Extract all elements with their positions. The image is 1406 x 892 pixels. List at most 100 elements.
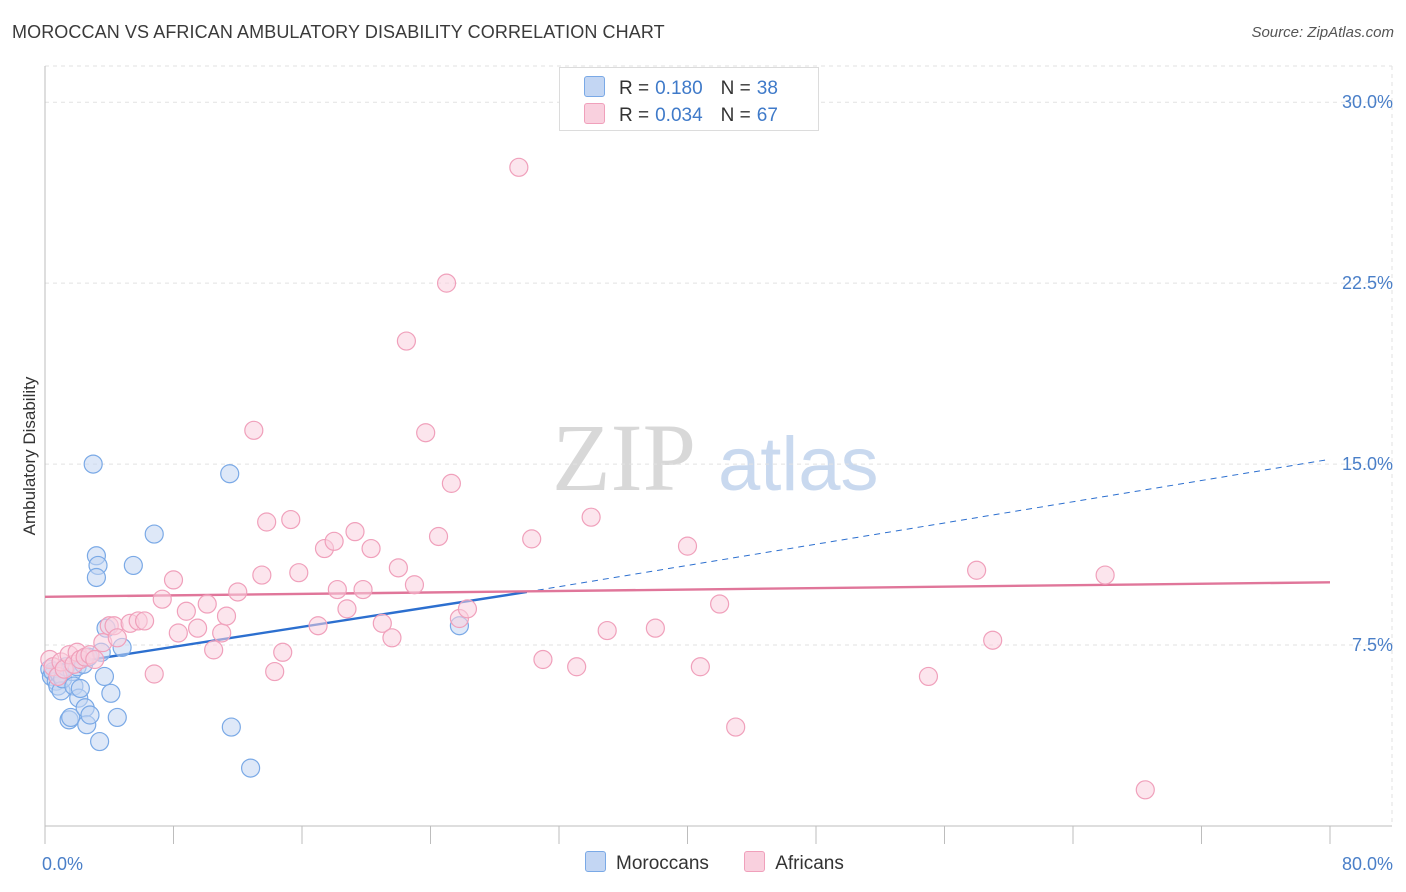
legend-swatch-africans [584,103,605,124]
y-tick-labels: 7.5% 15.0% 22.5% 30.0% [1342,92,1393,655]
point-africans [533,649,553,670]
legend-n-value: 67 [756,105,778,126]
point-africans [645,618,665,638]
correlation-legend: R = 0.180 N = 38 R = 0.034 N = 67 [559,67,819,131]
legend-r-label: R = [619,105,650,126]
point-africans [428,526,449,547]
series-swatch-africans [744,851,766,872]
point-moroccans [144,524,164,544]
point-moroccans [70,678,90,699]
point-africans [457,599,478,619]
trend-line-africans [44,581,1331,598]
legend-n-value: 38 [756,78,778,99]
point-africans [677,536,698,556]
point-africans [1135,780,1155,800]
legend-r-value: 0.034 [655,105,703,126]
point-moroccans [80,705,100,725]
point-moroccans [241,758,261,778]
point-moroccans [86,567,107,588]
legend-n-label: N = [720,78,751,99]
point-africans [204,640,224,660]
chart-title: MOROCCAN VS AFRICAN AMBULATORY DISABILIT… [12,22,665,42]
series-legend-moroccans[interactable]: Moroccans [585,851,709,875]
point-moroccans [94,666,115,687]
y-tick-label: 22.5% [1342,273,1393,293]
legend-n-label: N = [720,105,751,126]
point-africans [597,620,617,641]
axes [44,66,1392,844]
trend-line-extension-moroccans [526,458,1331,593]
legend-row-moroccans: R = 0.180 N = 38 [584,76,778,102]
point-africans [244,420,264,440]
y-tick-label: 15.0% [1342,454,1393,474]
point-moroccans [220,464,240,484]
series-swatch-moroccans [585,851,606,872]
point-africans [281,509,301,530]
point-africans [168,623,188,643]
point-moroccans [61,707,81,728]
point-africans [983,630,1003,650]
point-africans [257,512,277,532]
point-africans [567,657,587,677]
point-africans [436,273,457,293]
y-tick-label: 7.5% [1352,635,1393,655]
point-moroccans [83,454,103,474]
point-africans [345,522,365,542]
point-africans [144,664,164,684]
point-africans [509,157,529,177]
point-africans [197,594,217,614]
point-moroccans [123,555,143,576]
point-africans [1095,565,1115,585]
point-africans [252,565,272,585]
point-africans [967,560,987,580]
point-africans [416,423,436,443]
point-africans [522,529,542,549]
series-legend-label: Moroccans [616,853,709,874]
point-africans [396,331,417,351]
point-africans [726,717,746,737]
point-africans [337,599,357,619]
series-legend: Moroccans Africans [585,851,874,875]
legend-r-value: 0.180 [655,78,703,99]
y-tick-label: 30.0% [1342,92,1393,112]
point-africans [361,538,381,559]
point-africans [353,579,373,600]
series-legend-label: Africans [775,853,844,874]
point-africans [327,579,347,600]
point-africans [107,628,127,648]
point-moroccans [221,717,241,737]
point-africans [404,575,425,595]
point-africans [134,611,155,631]
legend-swatch-moroccans [584,76,605,97]
point-africans [918,666,939,687]
point-africans [176,601,196,621]
x-tick-label-max: 80.0% [1342,854,1393,874]
point-africans [228,582,248,602]
point-moroccans [107,707,127,728]
point-africans [216,606,237,626]
point-africans [187,618,208,638]
point-moroccans [90,731,110,752]
chart-source: Source: ZipAtlas.com [1251,24,1394,41]
point-africans [690,657,710,677]
watermark-zip: ZIP [552,404,696,511]
point-africans [710,594,730,614]
legend-r-label: R = [619,78,650,99]
x-tick-label-min: 0.0% [42,854,83,874]
point-africans [308,616,328,636]
point-africans [581,507,601,527]
point-moroccans [101,683,121,703]
point-africans [163,570,184,590]
legend-row-africans: R = 0.034 N = 67 [584,103,778,129]
point-africans [382,628,402,648]
point-africans [372,613,392,633]
series-legend-africans[interactable]: Africans [744,851,844,875]
point-africans [212,623,232,643]
point-africans [273,642,293,662]
point-africans [265,661,285,682]
point-africans [152,589,172,609]
point-africans [324,531,344,551]
point-africans [388,558,408,578]
point-africans [85,649,105,670]
